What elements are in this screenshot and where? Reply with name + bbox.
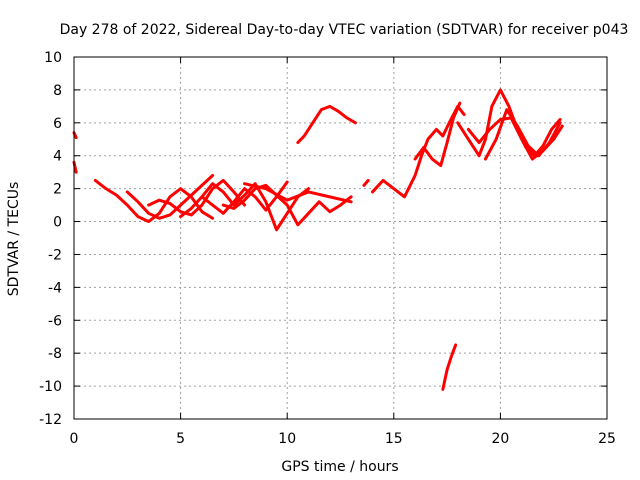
y-tick-label: 4 <box>53 149 62 165</box>
y-tick-label: -8 <box>48 346 62 362</box>
data-marks <box>72 88 564 391</box>
series-seg-i <box>243 182 353 204</box>
y-tick-label: 10 <box>44 50 62 66</box>
y-axis-label: SDTVAR / TECUs <box>6 182 22 297</box>
axis-ticks: 0 5 10 15 20 25 -12 -10 -8 -6 -4 -2 0 2 4 6 8 10 <box>39 50 616 447</box>
series-seg-h <box>221 183 353 227</box>
y-tick-label: -4 <box>48 280 62 296</box>
series-seg-g <box>200 182 311 232</box>
x-axis-label: GPS time / hours <box>281 459 398 475</box>
y-tick-label: -12 <box>39 412 62 428</box>
series-seg-d <box>125 173 215 220</box>
x-tick-label: 5 <box>176 431 185 447</box>
y-tick-label: -10 <box>39 379 62 395</box>
plot-frame <box>73 56 608 420</box>
grid <box>74 57 607 419</box>
chart-title: Day 278 of 2022, Sidereal Day-to-day VTE… <box>60 22 629 38</box>
x-tick-label: 25 <box>598 431 616 447</box>
x-tick-label: 15 <box>385 431 403 447</box>
series-seg-q <box>483 108 562 161</box>
y-tick-label: 6 <box>53 116 62 132</box>
x-tick-label: 10 <box>278 431 296 447</box>
series-seg-e <box>147 178 247 217</box>
series-seg-j <box>296 104 357 145</box>
y-tick-label: 0 <box>53 215 62 231</box>
series-seg-m <box>413 101 462 168</box>
y-tick-label: 2 <box>53 182 62 198</box>
y-tick-label: 8 <box>53 83 62 99</box>
x-tick-label: 20 <box>491 431 509 447</box>
series-seg-f <box>179 180 289 219</box>
y-tick-label: -6 <box>48 313 62 329</box>
x-tick-label: 0 <box>70 431 79 447</box>
series-seg-n <box>441 343 458 391</box>
series-seg-o <box>456 88 562 158</box>
series-seg-k <box>362 178 370 187</box>
y-tick-label: -2 <box>48 247 62 263</box>
